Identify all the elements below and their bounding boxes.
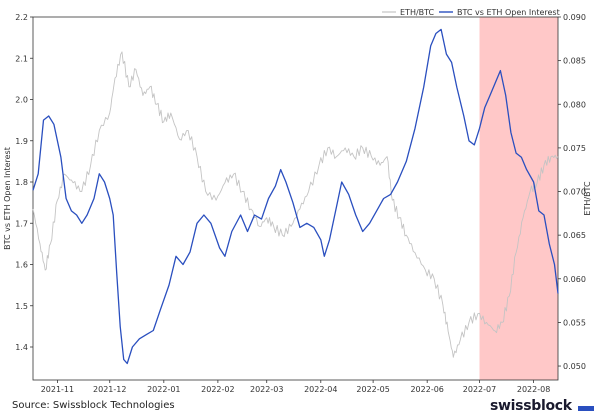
left-tick-label: 1.5: [15, 302, 28, 311]
right-tick-label: 0.085: [563, 57, 586, 66]
legend: ETH/BTC BTC vs ETH Open Interest: [382, 8, 560, 17]
right-tick-label: 0.065: [563, 231, 586, 240]
right-tick-label: 0.055: [563, 318, 586, 327]
left-tick-label: 1.7: [15, 219, 28, 228]
right-tick-label: 0.080: [563, 100, 586, 109]
right-tick-label: 0.075: [563, 144, 586, 153]
x-tick-label: 2022-06: [410, 385, 443, 394]
brand-logo-mark: [578, 406, 594, 411]
highlight-region: [479, 17, 558, 380]
x-tick-label: 2022-01: [147, 385, 180, 394]
left-tick-label: 2.2: [15, 13, 28, 22]
right-axis-label: ETH/BTC: [583, 181, 592, 216]
left-axis-label: BTC vs ETH Open Interest: [3, 147, 12, 250]
x-tick-label: 2022-07: [463, 385, 496, 394]
x-tick-label: 2022-05: [356, 385, 389, 394]
x-tick-label: 2022-03: [250, 385, 283, 394]
left-tick-label: 1.4: [15, 343, 28, 352]
x-tick-label: 2021-12: [93, 385, 126, 394]
x-tick-label: 2022-04: [304, 385, 337, 394]
series-line-open-interest: [32, 28, 559, 365]
left-tick-label: 2.0: [15, 96, 28, 105]
right-tick-label: 0.070: [563, 188, 586, 197]
plot-frame: [32, 16, 559, 381]
x-tick-label: 2022-02: [201, 385, 234, 394]
right-tick-label: 0.090: [563, 13, 586, 22]
source-caption: Source: Swissblock Technologies: [12, 400, 175, 411]
left-tick-label: 1.8: [15, 178, 28, 187]
x-tick-label: 2022-08: [517, 385, 550, 394]
legend-label-eth-btc: ETH/BTC: [400, 8, 435, 17]
series-line-eth-btc: [32, 51, 559, 358]
right-tick-label: 0.050: [563, 362, 586, 371]
left-tick-label: 1.9: [15, 137, 28, 146]
x-tick-label: 2021-11: [41, 385, 74, 394]
brand-logo-text: swissblock: [490, 398, 572, 414]
legend-label-open-interest: BTC vs ETH Open Interest: [457, 8, 560, 17]
right-tick-label: 0.060: [563, 275, 586, 284]
left-tick-label: 2.1: [15, 54, 28, 63]
left-tick-label: 1.6: [15, 261, 28, 270]
